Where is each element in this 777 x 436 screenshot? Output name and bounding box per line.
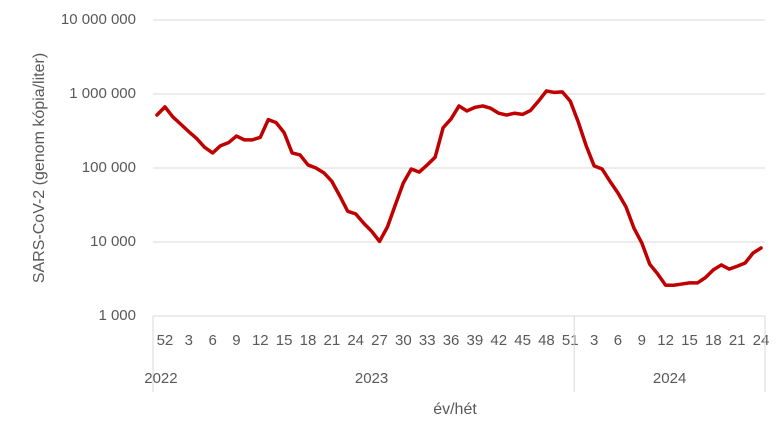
x-tick-label: 30 — [395, 332, 412, 349]
y-axis-title: SARS-CoV-2 (genom kópia/liter) — [31, 53, 48, 283]
x-axis-title: év/hét — [433, 401, 477, 418]
y-tick-label: 10 000 000 — [61, 11, 136, 28]
x-tick-label: 52 — [157, 332, 174, 349]
x-tick-label: 39 — [467, 332, 484, 349]
y-tick-label: 100 000 — [82, 159, 136, 176]
x-tick-label: 21 — [323, 332, 340, 349]
x-tick-label: 27 — [371, 332, 388, 349]
x-tick-label: 9 — [232, 332, 240, 349]
x-tick-label: 12 — [252, 332, 269, 349]
x-group-label: 2023 — [355, 370, 388, 387]
x-group-label: 2024 — [653, 370, 686, 387]
x-group-label: 2022 — [144, 370, 177, 387]
y-tick-label: 10 000 — [90, 233, 136, 250]
y-tick-label: 1 000 000 — [69, 85, 136, 102]
x-tick-label: 24 — [347, 332, 364, 349]
x-tick-label: 51 — [562, 332, 579, 349]
x-tick-label: 18 — [705, 332, 722, 349]
x-tick-label: 21 — [729, 332, 746, 349]
data-line — [155, 89, 763, 288]
x-tick-label: 33 — [419, 332, 436, 349]
x-tick-label: 6 — [208, 332, 216, 349]
y-tick-label: 1 000 — [98, 307, 136, 324]
x-tick-label: 48 — [538, 332, 555, 349]
x-tick-label: 24 — [753, 332, 770, 349]
x-tick-label: 15 — [681, 332, 698, 349]
x-tick-label: 12 — [657, 332, 674, 349]
x-tick-label: 3 — [185, 332, 193, 349]
x-tick-label: 3 — [590, 332, 598, 349]
x-tick-label: 6 — [614, 332, 622, 349]
x-tick-label: 18 — [300, 332, 317, 349]
x-tick-label: 9 — [638, 332, 646, 349]
x-tick-label: 36 — [443, 332, 460, 349]
x-tick-label: 45 — [514, 332, 531, 349]
x-tick-label: 15 — [276, 332, 293, 349]
x-tick-label: 42 — [490, 332, 507, 349]
